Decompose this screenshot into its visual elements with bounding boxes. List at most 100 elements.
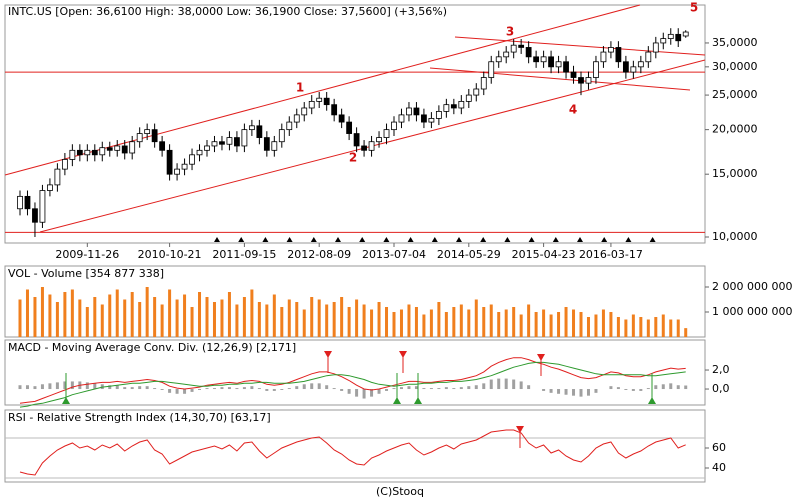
histogram-bar [459,387,463,390]
volume-bar [452,307,456,337]
candle-body [241,129,248,147]
volume-bar [257,302,261,337]
volume-bar [145,287,149,337]
candle-body [219,141,225,145]
volume-bar [160,304,164,337]
y-tick-label: 30,0000 [712,60,758,73]
histogram-bar [153,388,157,390]
trendline [4,4,641,176]
signal-marker [516,426,524,433]
annotation: 4 [569,103,577,117]
y-tick-label: 1 000 000 000 [712,305,792,318]
candle-body [331,104,338,116]
histogram-bar [302,384,306,390]
candle-body [503,51,510,58]
candle-body [91,149,98,156]
candle-body [376,137,382,143]
volume-bar [534,312,538,337]
histogram-bar [235,388,239,390]
histogram-bar [684,385,688,390]
candle-body [256,125,263,138]
volume-bar [549,314,553,337]
candle-body [383,129,390,138]
histogram-bar [175,389,179,394]
histogram-bar [272,389,276,391]
candle-body [622,61,629,73]
histogram-bar [482,383,486,390]
histogram-bar [317,383,321,390]
histogram-bar [33,386,37,390]
volume-bar [153,297,157,337]
x-tick-label: 2010-10-21 [138,248,202,261]
volume-bar [265,304,269,337]
histogram-bar [280,389,284,390]
candle-body [144,129,151,134]
volume-bar [392,312,396,337]
candle-body [570,71,577,78]
y-tick-label: 25,0000 [712,88,758,101]
histogram-bar [422,388,426,390]
candle-body [121,145,128,154]
volume-bar [70,289,74,337]
macd-title: MACD - Moving Average Conv. Div. (12,26,… [8,341,296,354]
candle-body [204,145,210,151]
candle-body [540,56,547,63]
candle-body [682,31,689,37]
histogram-bar [399,387,403,390]
histogram-bar [227,387,231,390]
price-frame [4,4,706,244]
volume-bar [295,302,299,337]
volume-bar [497,312,501,337]
histogram-bar [542,389,546,391]
histogram-bar [489,379,493,390]
x-tick-label: 2011-09-15 [212,248,276,261]
histogram-bar [549,389,553,393]
volume-bar [564,307,568,337]
histogram-bar [25,385,29,390]
candle-body [47,184,53,191]
candle-body [211,141,218,147]
volume-bar [138,302,142,337]
candle-body [234,137,240,147]
candle-body [630,66,637,73]
volume-bar [437,302,441,337]
candle-body [286,121,293,131]
histogram-bar [467,386,471,390]
volume-bar [183,294,187,337]
histogram-bar [624,389,628,390]
x-tick-label: 2014-05-29 [437,248,501,261]
candle-body [645,51,652,63]
candle-body [353,133,360,147]
histogram-bar [250,386,254,390]
volume-frame [4,265,706,338]
signal-marker [359,237,366,242]
signal-marker [393,397,401,404]
histogram-bar [497,378,501,390]
annotation: 1 [296,81,304,95]
histogram-bar [190,389,194,392]
histogram-bar [212,388,216,390]
histogram-bar [669,383,673,390]
histogram-bar [392,388,396,390]
volume-bar [93,297,97,337]
annotation: 3 [506,25,514,39]
histogram-bar [332,388,336,390]
histogram-bar [676,385,680,390]
volume-bar [594,314,598,337]
indicator-line [19,361,686,408]
candle-body [308,100,315,109]
candle-body [495,56,502,63]
volume-bar [175,299,179,337]
candle-body [24,195,31,210]
indicator-line [19,357,686,404]
histogram-bar [198,389,202,390]
volume-bar [250,289,254,337]
histogram-bar [594,389,598,393]
histogram-bar [85,382,89,390]
histogram-bar [55,382,59,390]
histogram-bar [257,388,261,390]
histogram-bar [474,385,478,390]
volume-bar [399,309,403,337]
